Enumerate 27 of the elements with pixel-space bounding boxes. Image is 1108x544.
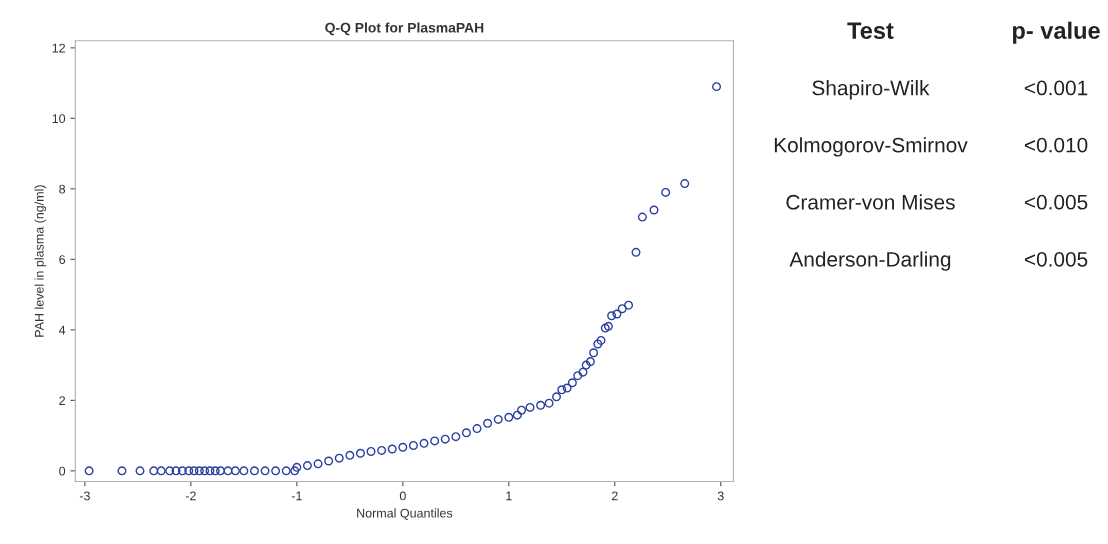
x-axis-title: Normal Quantiles — [357, 508, 453, 520]
text: Shapiro-Wilk — [812, 80, 930, 100]
x-tick-label: -2 — [185, 491, 196, 501]
text: <0.005 — [1024, 194, 1088, 210]
y-tick-label: 8 — [59, 184, 66, 194]
x-tick-label: -1 — [291, 491, 302, 501]
x-tick-label: 2 — [611, 491, 618, 501]
y-axis-title: PAH level in plasma (ng/ml) — [34, 185, 47, 337]
x-tick-label: 3 — [717, 491, 724, 501]
text: Test — [847, 22, 894, 39]
text: Anderson-Darling — [789, 251, 951, 271]
y-tick-label: 4 — [58, 325, 66, 335]
text: <0.005 — [1024, 251, 1088, 267]
x-tick-label: -3 — [79, 491, 90, 501]
y-tick-label: 2 — [59, 396, 65, 405]
x-tick-label: 1 — [506, 491, 512, 501]
y-tick-label: 12 — [52, 43, 65, 53]
y-tick-label: 0 — [59, 466, 66, 476]
text: Kolmogorov-Smirnov — [774, 137, 968, 157]
y-tick-label: 10 — [52, 114, 66, 123]
text: p- value — [1012, 21, 1100, 44]
chart-title: Q-Q Plot for PlasmaPAH — [325, 22, 484, 36]
y-tick-label: 6 — [59, 255, 66, 265]
text: Cramer-von Mises — [786, 194, 955, 210]
text: <0.001 — [1024, 80, 1088, 96]
x-tick-label: 0 — [399, 491, 406, 501]
text: <0.010 — [1024, 137, 1088, 153]
